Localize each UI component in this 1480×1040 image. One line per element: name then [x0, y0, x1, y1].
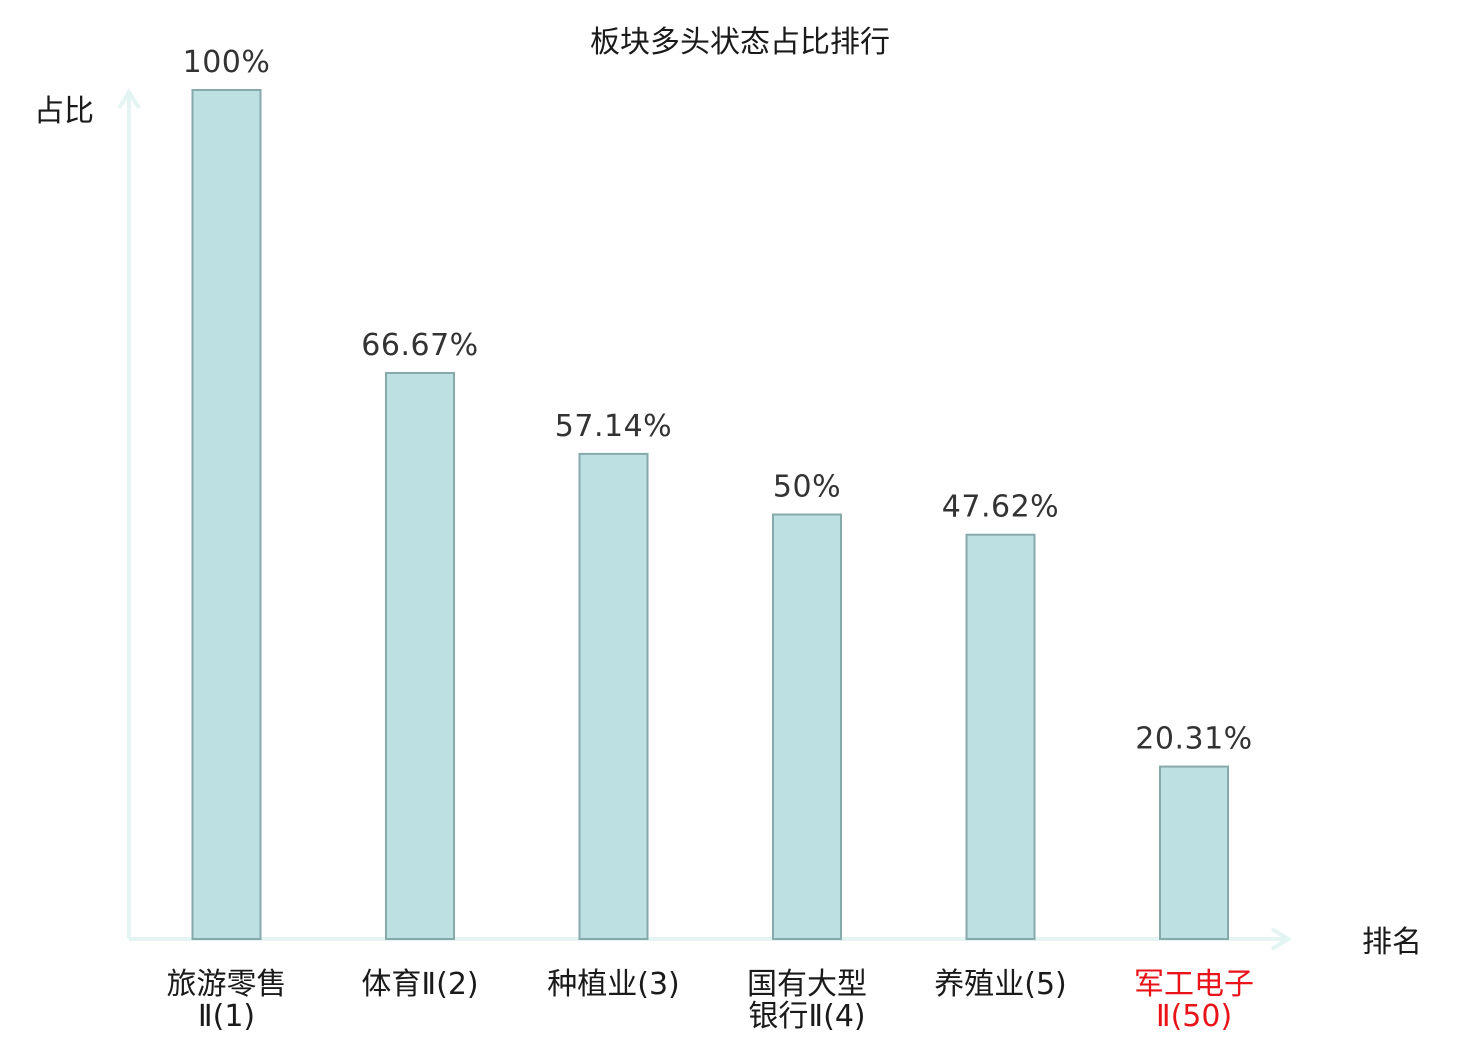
data-label: 20.31% [1135, 722, 1252, 757]
data-label: 57.14% [555, 409, 672, 444]
data-label: 50% [773, 470, 841, 505]
bar [385, 371, 455, 941]
bar [965, 533, 1036, 940]
tick-label: 军工电子 [1134, 967, 1254, 1002]
x-axis-label: 排名 [1362, 925, 1422, 960]
tick-label: 国有大型 [747, 967, 867, 1002]
bar [1159, 765, 1229, 941]
chart-title: 板块多头状态占比排行 [590, 25, 890, 60]
tick-label: 旅游零售 [167, 967, 287, 1002]
data-label: 66.67% [361, 328, 478, 363]
tick-label: 银行Ⅱ(4) [748, 999, 865, 1034]
tick-label: Ⅱ(50) [1156, 999, 1232, 1034]
bar [772, 513, 842, 940]
value-labels: 100% 66.67% 57.14% 50% 47.62% 20.31% [183, 45, 1253, 757]
y-axis-arrow [117, 88, 141, 110]
bars [191, 89, 1229, 941]
tick-label: 体育Ⅱ(2) [361, 967, 478, 1002]
bar [191, 89, 262, 940]
x-axis-arrow [1270, 927, 1292, 951]
data-label: 47.62% [942, 490, 1059, 525]
tick-label: 养殖业(5) [934, 967, 1067, 1002]
bar [578, 452, 649, 940]
y-axis-label: 占比 [34, 94, 94, 129]
data-label: 100% [183, 45, 271, 80]
axes [117, 88, 1292, 951]
tick-label: 种植业(3) [547, 967, 680, 1002]
tick-label: Ⅱ(1) [198, 999, 255, 1034]
